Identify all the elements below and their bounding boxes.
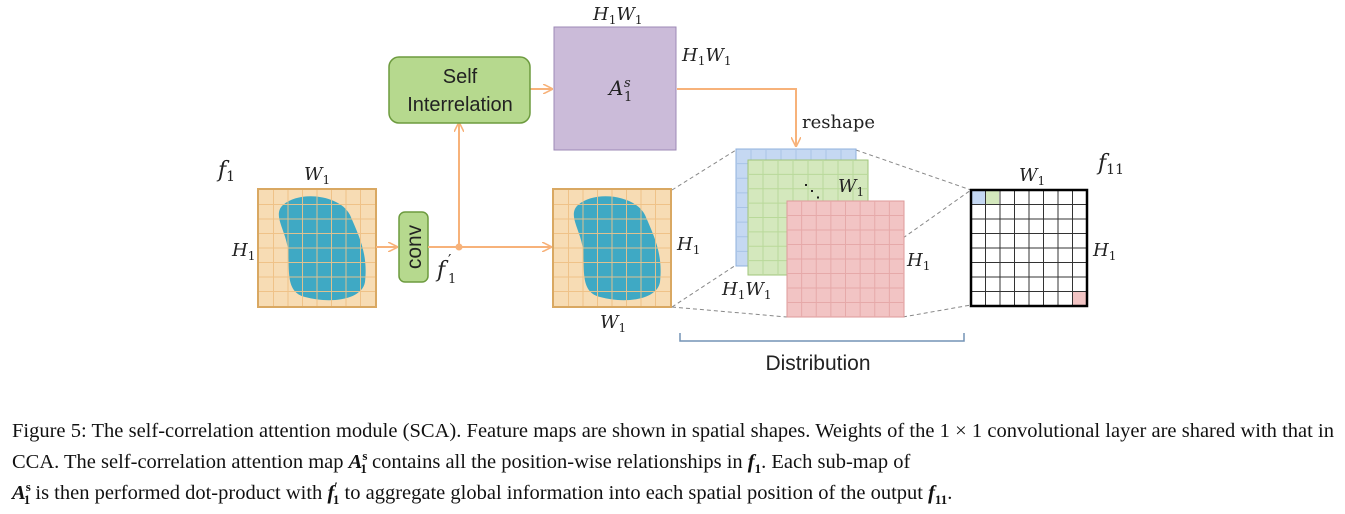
svg-text:W1: W1: [838, 176, 864, 199]
feature-map-f1-prime: [552, 188, 672, 308]
distribution-bracket: [679, 333, 965, 342]
feature-map-f1: [257, 188, 377, 308]
svg-text:′: ′: [448, 251, 452, 269]
svg-text:H1: H1: [231, 240, 255, 263]
self-interrelation-line1: Self: [443, 66, 478, 88]
f1-prime-label: f: [435, 258, 449, 283]
figure-caption: Figure 5: The self-correlation attention…: [12, 420, 1334, 508]
conv-box: conv: [398, 211, 429, 283]
projection-lines: [671, 149, 972, 318]
svg-text:H1W1: H1W1: [721, 279, 772, 302]
conv-label: conv: [403, 224, 426, 269]
flow-arrows: [376, 89, 796, 247]
svg-text:H1: H1: [1092, 240, 1116, 263]
svg-text:A: A: [607, 76, 623, 100]
w1-label: W: [304, 164, 324, 185]
svg-text:H1: H1: [676, 234, 700, 257]
svg-text:W1: W1: [304, 164, 330, 187]
sca-diagram: conv Self Interrelation A s 1 ⋱: [216, 4, 1124, 375]
output-map-f11: [969, 188, 1089, 308]
svg-text:f1: f1: [216, 158, 235, 185]
attention-map-sup: s: [624, 76, 631, 91]
svg-text:f11: f11: [1096, 151, 1124, 178]
attention-map-label: A: [607, 76, 623, 100]
svg-text:1: 1: [448, 272, 456, 287]
svg-text:H1W1: H1W1: [592, 4, 643, 27]
svg-text:H1: H1: [906, 250, 930, 273]
attention-map: A s 1: [553, 26, 677, 151]
distribution-label: Distribution: [765, 352, 870, 375]
ellipsis-dots: ⋱: [803, 181, 821, 202]
h1-label: H: [231, 240, 248, 261]
svg-text:f: f: [435, 258, 449, 283]
self-interrelation-line2: Interrelation: [407, 94, 513, 116]
slice-stack: ⋱: [735, 148, 905, 318]
svg-text:H1W1: H1W1: [681, 45, 732, 68]
reshape-label: reshape: [802, 112, 875, 133]
branch-point: [455, 243, 463, 251]
self-interrelation-box: Self Interrelation: [388, 56, 531, 124]
svg-text:W1: W1: [1019, 165, 1045, 188]
svg-text:W1: W1: [600, 312, 626, 335]
attention-map-sub: 1: [624, 90, 632, 105]
